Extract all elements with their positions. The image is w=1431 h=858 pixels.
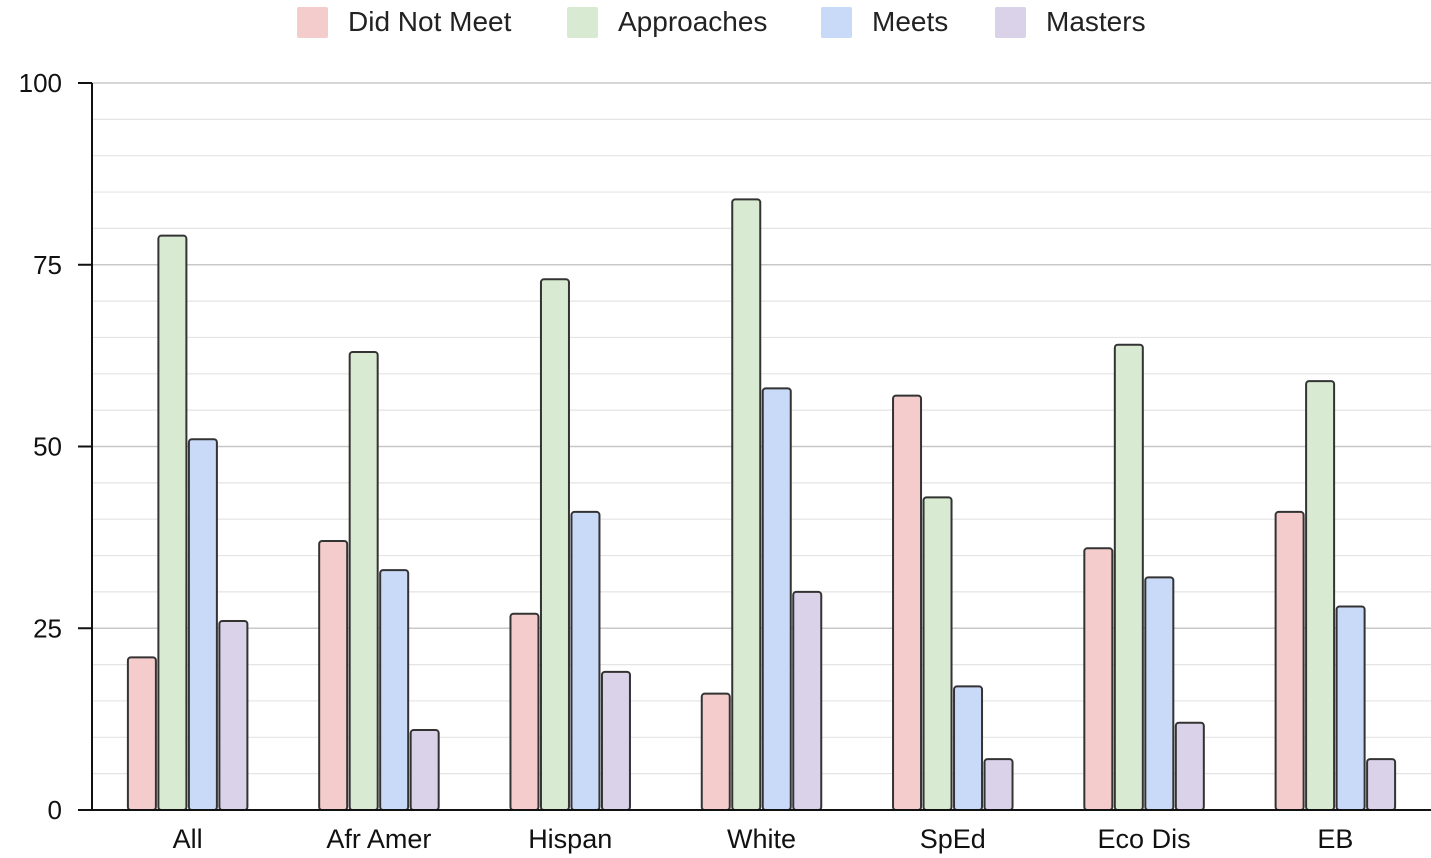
bar-did-not-meet: [318, 540, 349, 811]
bar-masters: [792, 590, 823, 812]
bar-meets: [570, 510, 601, 811]
x-tick-label: All: [173, 824, 203, 854]
bar-approaches: [348, 350, 379, 811]
bar-meets: [187, 438, 218, 811]
bar-approaches: [922, 496, 953, 811]
legend-swatch-did-not-meet: [297, 6, 328, 38]
bar-approaches: [539, 278, 570, 812]
legend-item-did-not-meet[interactable]: Did Not Meet: [297, 5, 511, 39]
bar-approaches: [1305, 380, 1336, 811]
y-tick-label: 75: [33, 250, 62, 280]
y-axis: 0 25 50 75 100: [19, 68, 93, 825]
bar-did-not-meet: [1083, 547, 1114, 812]
y-tick-label: 0: [48, 795, 62, 825]
bar-meets: [379, 569, 410, 812]
bar-did-not-meet: [509, 612, 540, 812]
y-tick-label: 100: [19, 68, 62, 98]
bar-did-not-meet: [126, 656, 157, 812]
legend-label-did-not-meet: Did Not Meet: [348, 6, 512, 37]
x-tick-label: White: [727, 824, 796, 854]
legend-swatch-approaches: [567, 6, 598, 38]
bar-meets: [761, 387, 792, 811]
bar-did-not-meet: [1274, 510, 1305, 811]
x-tick-label: EB: [1317, 824, 1353, 854]
bar-did-not-meet: [892, 394, 923, 811]
bars: [126, 198, 1397, 812]
bar-meets: [953, 685, 984, 811]
legend-label-approaches: Approaches: [618, 6, 768, 37]
legend-item-masters[interactable]: Masters: [995, 5, 1146, 39]
bar-masters: [600, 670, 631, 811]
y-tick-label: 50: [33, 432, 62, 462]
bar-masters: [983, 758, 1014, 811]
bar-approaches: [157, 234, 188, 812]
x-tick-label: Eco Dis: [1098, 824, 1191, 854]
legend-label-masters: Masters: [1046, 6, 1146, 37]
y-tick-label: 25: [33, 613, 62, 643]
bar-meets: [1144, 576, 1175, 811]
bar-masters: [1366, 758, 1397, 811]
bar-masters: [409, 729, 440, 812]
bar-masters: [218, 619, 249, 811]
legend-swatch-masters: [995, 6, 1026, 38]
x-tick-label: Afr Amer: [326, 824, 431, 854]
legend-label-meets: Meets: [872, 6, 949, 37]
major-gridlines: [92, 82, 1431, 630]
legend-swatch-meets: [821, 6, 852, 38]
bar-did-not-meet: [700, 692, 731, 811]
minor-gridlines: [92, 118, 1431, 775]
bar-masters: [1174, 721, 1205, 812]
bar-approaches: [731, 198, 762, 811]
x-axis: All Afr Amer Hispan White SpEd Eco Dis EB: [92, 809, 1431, 854]
x-tick-label: Hispan: [528, 824, 612, 854]
bar-meets: [1335, 605, 1366, 811]
bar-approaches: [1113, 343, 1144, 811]
legend-item-approaches[interactable]: Approaches: [567, 5, 767, 39]
x-tick-label: SpEd: [920, 824, 986, 854]
legend-item-meets[interactable]: Meets: [821, 5, 948, 39]
chart-legend: Did Not Meet Approaches Meets Masters: [0, 0, 1431, 44]
